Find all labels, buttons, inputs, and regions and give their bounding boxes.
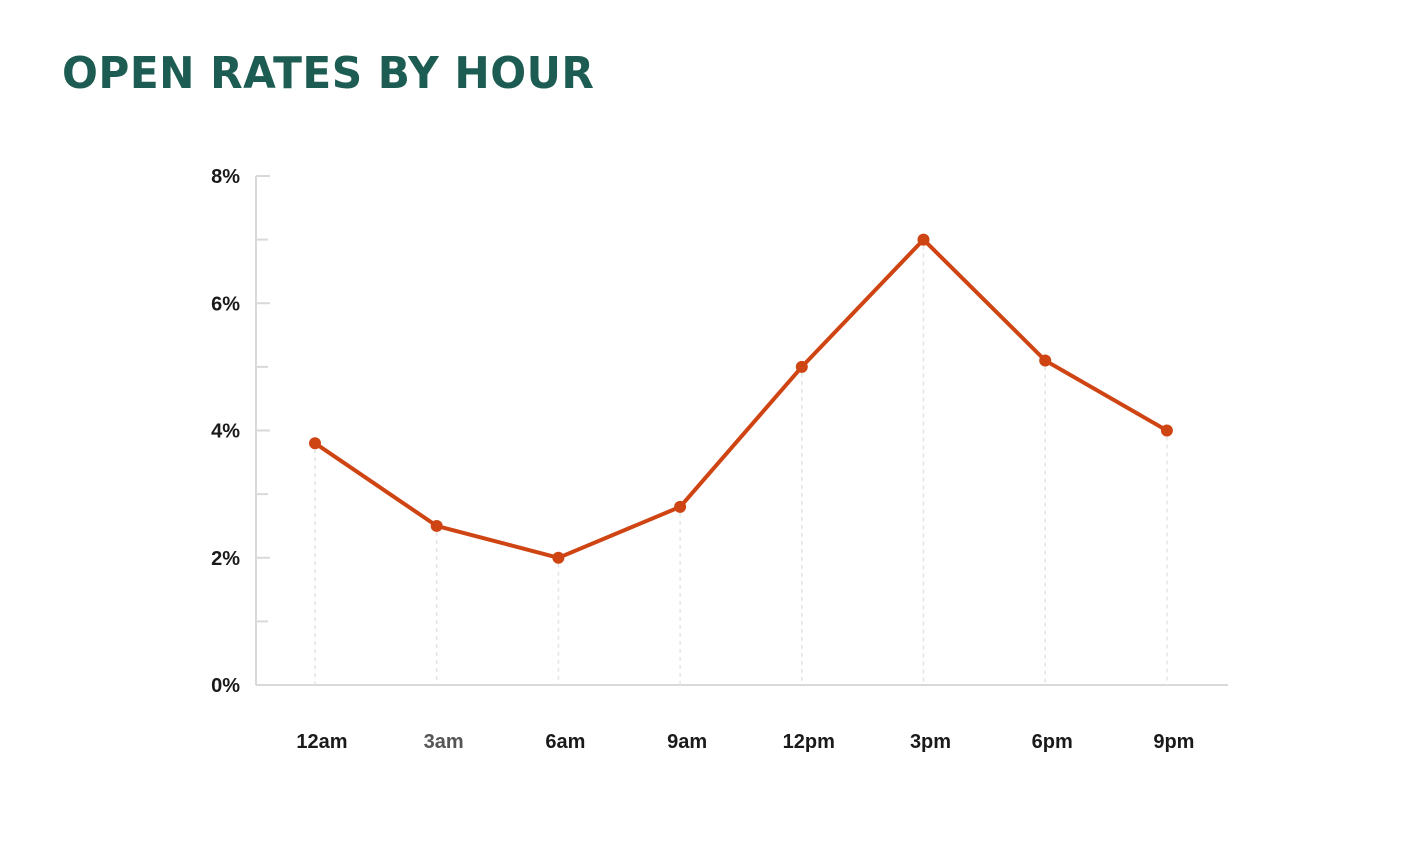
data-point xyxy=(674,500,687,513)
data-point xyxy=(917,233,930,246)
data-point xyxy=(309,437,321,450)
x-tick-label: 9am xyxy=(667,731,707,753)
data-point xyxy=(430,519,443,532)
series-line xyxy=(313,237,1169,560)
data-point xyxy=(552,551,565,564)
x-tick-label: 6pm xyxy=(1032,731,1073,753)
x-tick-label: 6am xyxy=(545,731,585,753)
data-point xyxy=(1039,354,1052,367)
y-tick-label: 4% xyxy=(211,421,240,443)
y-tick-label: 0% xyxy=(211,675,240,697)
x-tick-label: 3am xyxy=(424,731,464,753)
chart-title: OPEN RATES BY HOUR xyxy=(62,48,595,99)
chart-axes xyxy=(255,175,1228,686)
data-point xyxy=(1160,424,1173,437)
data-point xyxy=(795,360,808,373)
drop-lines xyxy=(314,245,1168,685)
y-tick-label: 8% xyxy=(211,166,240,188)
y-tick-label: 6% xyxy=(211,293,240,315)
y-tick-label: 2% xyxy=(211,548,240,570)
x-tick-label: 12pm xyxy=(783,731,835,753)
x-tick-label: 12am xyxy=(296,731,347,753)
series-group xyxy=(309,233,1173,564)
tick-labels: 0% 2% 4% 6% 8% 12am 3am 6am 9am 12pm 3pm 6pm 9pm xyxy=(211,166,1194,753)
x-tick-label: 3pm xyxy=(910,731,951,753)
x-tick-label: 9pm xyxy=(1153,731,1194,753)
